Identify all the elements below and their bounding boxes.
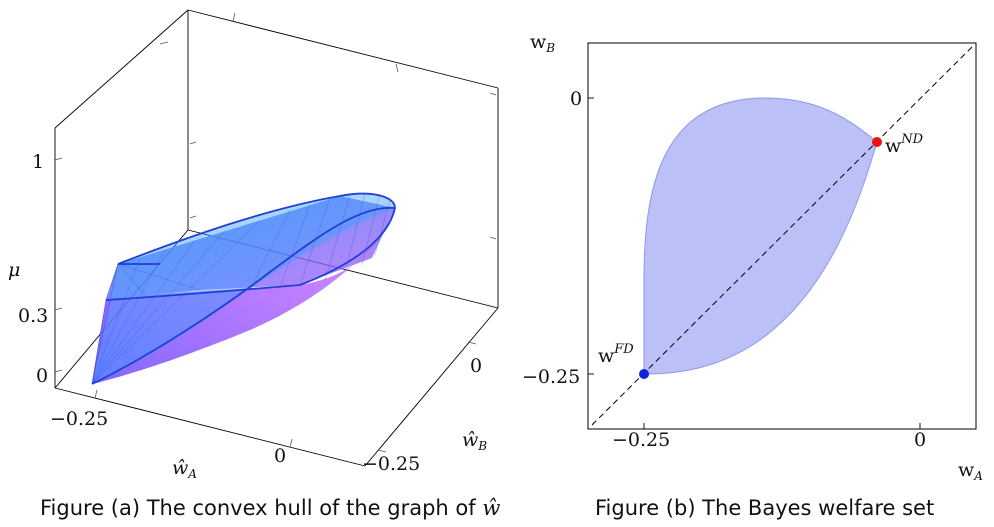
hull-mesh-lines — [91, 192, 391, 385]
point-w-fd-label: wFD — [598, 342, 634, 367]
y-tick-minus-0-25: −0.25 — [362, 453, 420, 475]
y-tick-minus-0-25: −0.25 — [522, 366, 580, 388]
figure-b-caption: Figure (b) The Bayes welfare set — [595, 496, 934, 520]
z-tick-0: 0 — [36, 365, 48, 387]
figure-a-3d-plot: 1 0.3 0 −0.25 0 0 −0.25 μ ŵA ŵB Figure (… — [8, 9, 500, 520]
figure-a-caption: Figure (a) The convex hull of the graph … — [40, 496, 500, 520]
figure-b-ticks — [588, 97, 921, 429]
z-axis-label: μ — [8, 259, 20, 281]
y-axis-label: ŵB — [462, 429, 487, 453]
y-tick-0: 0 — [570, 88, 582, 110]
x-tick-minus-0-25: −0.25 — [50, 408, 108, 430]
point-w-nd — [872, 137, 882, 147]
figure-b-axis-box — [587, 42, 977, 430]
point-w-nd-label: wND — [885, 132, 924, 157]
z-tick-0-3: 0.3 — [18, 305, 48, 327]
hull-boundary-curves — [91, 192, 396, 385]
x-axis-label: ŵA — [172, 457, 197, 481]
x-axis-label: wA — [958, 459, 983, 483]
figure-b-plot: wND wFD 0 −0.25 −0.25 0 wB wA Figure (b)… — [522, 31, 983, 520]
x-tick-0: 0 — [274, 445, 286, 467]
y-axis-label: wB — [530, 31, 555, 55]
x-tick-minus-0-25: −0.25 — [612, 429, 670, 451]
hull-back-face — [106, 196, 395, 300]
hull-lower-surface — [92, 208, 395, 384]
figure-a-frame-ticks — [54, 12, 497, 453]
z-tick-1: 1 — [32, 151, 44, 173]
point-w-fd — [639, 369, 649, 379]
figure-a-hull — [91, 192, 396, 385]
x-tick-0: 0 — [914, 429, 926, 451]
y-tick-0: 0 — [470, 355, 482, 377]
welfare-set-region — [643, 97, 878, 375]
